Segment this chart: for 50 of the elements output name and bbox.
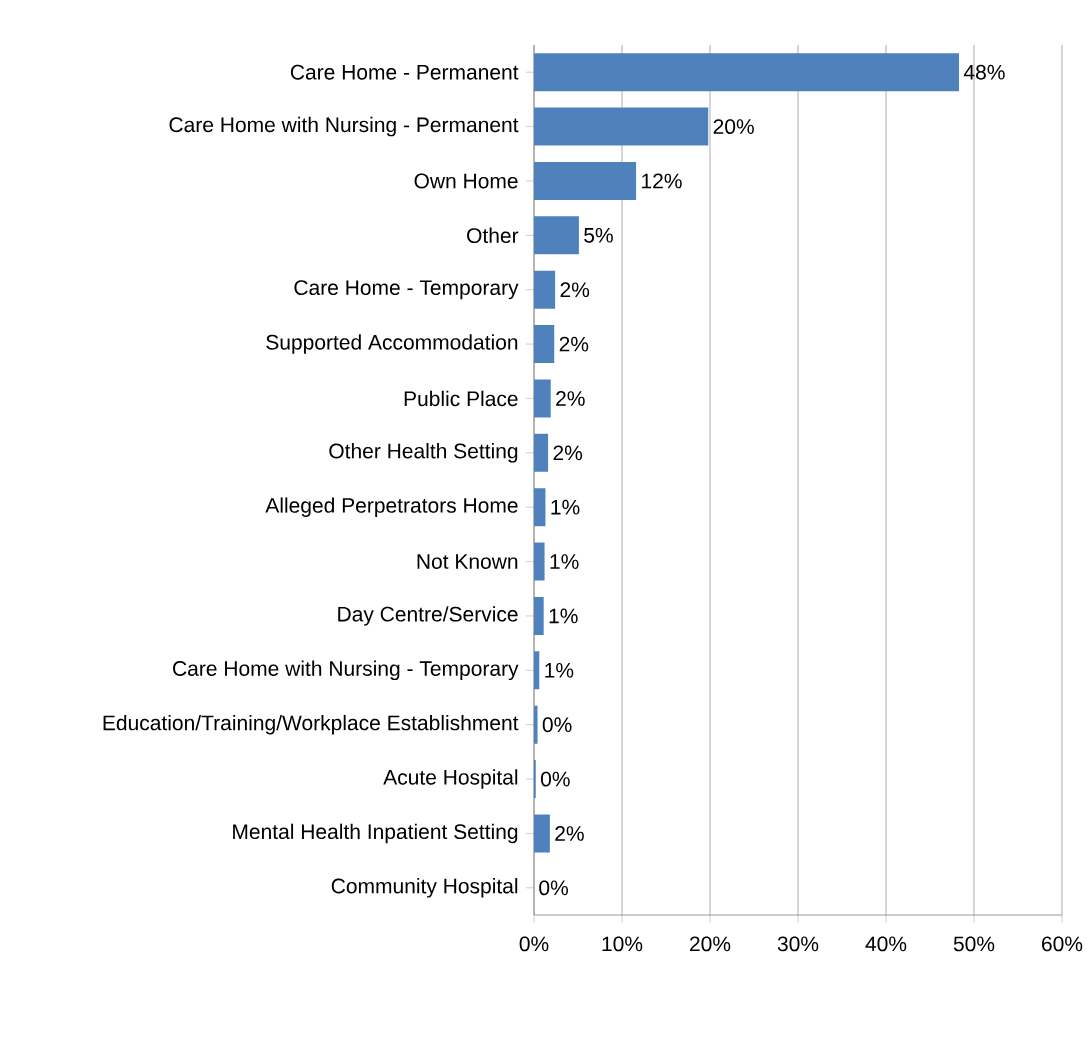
x-tick-label: 50% xyxy=(953,936,995,952)
data-label: 0% xyxy=(539,880,568,896)
bar xyxy=(534,161,637,200)
y-tick-label: Care Home with Nursing - Temporary xyxy=(173,660,519,681)
x-tick-label: 60% xyxy=(1042,936,1083,952)
bar xyxy=(534,53,960,92)
data-label: 1% xyxy=(549,608,578,624)
y-tick-label: Not Known xyxy=(417,554,518,569)
x-tick-label: 40% xyxy=(865,936,907,952)
y-tick-label: Day Centre/Service xyxy=(338,606,518,626)
bar xyxy=(534,270,556,309)
y-tick-label: Alleged Perpetrators Home xyxy=(265,497,518,517)
data-label: 2% xyxy=(559,336,589,352)
data-label: 1% xyxy=(545,662,574,678)
bar xyxy=(534,814,550,853)
y-tick-label: Mental Health Inpatient Setting xyxy=(233,823,518,844)
x-tick-label: 0% xyxy=(519,936,549,952)
data-label: 2% xyxy=(553,445,583,461)
x-tick-label: 30% xyxy=(777,936,819,952)
y-tick-label: Other xyxy=(467,227,519,244)
y-tick-label: Education/Training/Workplace Establishment xyxy=(103,714,519,735)
y-tick-label: Other Health Setting xyxy=(329,443,518,463)
data-label: 48% xyxy=(963,64,1005,80)
data-label: 1% xyxy=(551,499,580,515)
bar xyxy=(534,379,551,418)
bar xyxy=(534,596,544,635)
y-tick-label: Care Home with Nursing - Permanent xyxy=(169,116,519,137)
x-tick-label: 10% xyxy=(602,936,643,952)
data-label: 12% xyxy=(642,173,682,189)
data-label: 20% xyxy=(713,119,754,135)
x-tick-label: 20% xyxy=(690,936,731,952)
data-label: 2% xyxy=(555,826,584,841)
bar xyxy=(534,216,579,255)
y-tick-label: Own Home xyxy=(414,173,518,189)
data-label: 5% xyxy=(584,227,613,243)
data-label: 2% xyxy=(560,282,590,298)
data-label: 0% xyxy=(542,717,572,733)
y-tick-label: Care Home - Permanent xyxy=(290,64,519,80)
y-tick-label: Care Home - Temporary xyxy=(294,280,519,300)
data-label: 0% xyxy=(540,771,570,787)
data-label: 1% xyxy=(550,554,579,569)
y-tick-label: Supported Accommodation xyxy=(266,334,518,354)
bar xyxy=(534,433,549,472)
data-label: 2% xyxy=(556,391,585,406)
bar xyxy=(534,542,545,581)
bar xyxy=(534,107,709,146)
y-tick-label: Acute Hospital xyxy=(383,769,518,789)
y-tick-label: Public Place xyxy=(404,390,518,407)
bar xyxy=(534,325,555,364)
y-tick-label: Community Hospital xyxy=(331,878,518,898)
